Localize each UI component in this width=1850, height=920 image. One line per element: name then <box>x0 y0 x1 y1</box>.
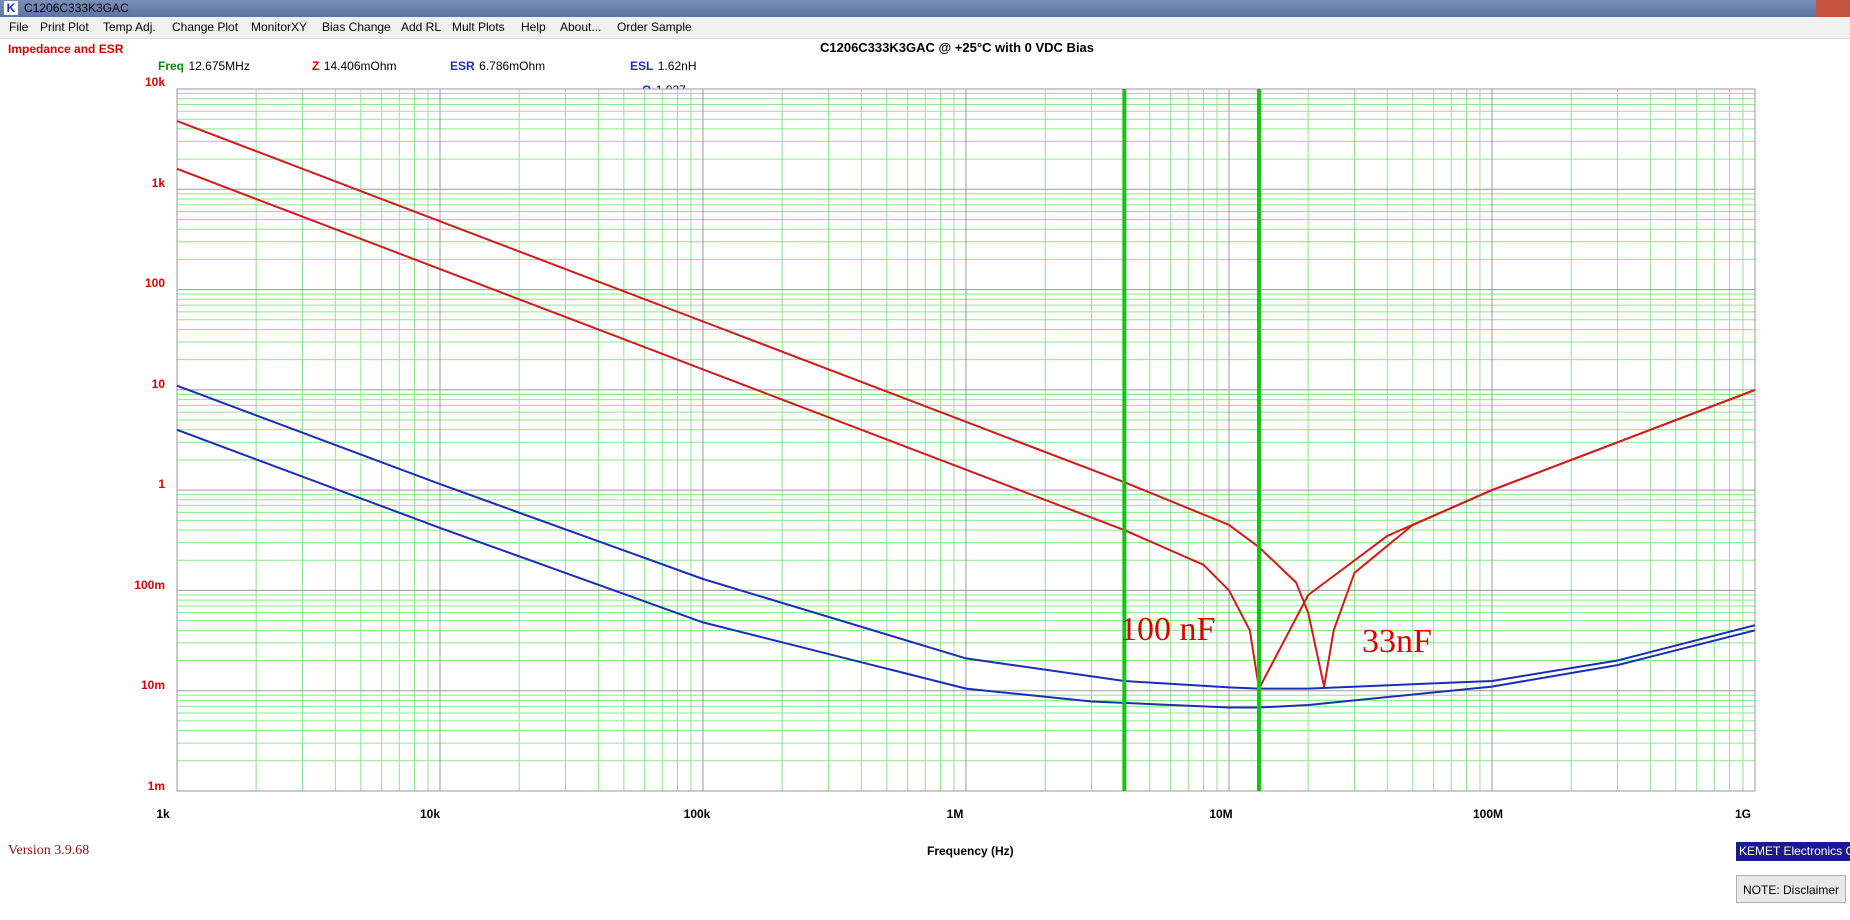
y-tick-label: 100 <box>144 276 165 290</box>
kemet-app-icon: K <box>4 1 18 15</box>
x-axis-title: Frequency (Hz) <box>927 844 1014 858</box>
annotation-100nf: 100 nF <box>1120 611 1216 648</box>
readout-esr: ESR 6.786mOhm <box>450 57 545 75</box>
x-tick-label: 100k <box>683 807 711 821</box>
y-tick-label: 1m <box>147 779 165 793</box>
menu-add-rl[interactable]: Add RL <box>401 20 442 34</box>
readout-z-value: 14.406mOhm <box>323 59 397 73</box>
readout-esl-label: ESL <box>630 59 654 73</box>
menu-about[interactable]: About... <box>560 20 602 34</box>
window-close-button[interactable] <box>1816 0 1850 17</box>
readout-esr-label: ESR <box>450 59 475 73</box>
menu-order-sample[interactable]: Order Sample <box>617 20 692 34</box>
x-tick-label: 1G <box>1734 807 1752 821</box>
y-tick-label: 1k <box>151 176 165 190</box>
version-label: Version 3.9.68 <box>8 843 90 858</box>
window-title: C1206C333K3GAC <box>24 1 129 15</box>
menu-change-plot[interactable]: Change Plot <box>172 20 239 34</box>
menu-help[interactable]: Help <box>521 20 546 34</box>
menu-print-plot[interactable]: Print Plot <box>40 20 89 34</box>
menu-monitor-xy[interactable]: MonitorXY <box>251 20 308 34</box>
menu-bar: File Print Plot Temp Adj. Change Plot Mo… <box>0 17 1850 39</box>
x-tick-label: 10k <box>419 807 441 821</box>
readout-freq-label: Freq <box>158 59 185 73</box>
y-tick-label: 10k <box>144 75 165 89</box>
readout-freq-value: 12.675MHz <box>188 59 250 73</box>
x-tick-label: 10M <box>1209 807 1233 821</box>
menu-mult-plots[interactable]: Mult Plots <box>452 20 505 34</box>
readout-z: Z 14.406mOhm <box>312 57 397 75</box>
impedance-curve-1 <box>176 167 1756 690</box>
window-titlebar: K C1206C333K3GAC <box>0 0 1850 17</box>
plot-mode-label: Impedance and ESR <box>8 42 124 56</box>
y-tick-label: 10 <box>151 377 165 391</box>
kemet-company-banner: KEMET Electronics Corp <box>1736 842 1850 861</box>
y-tick-label: 1 <box>158 477 165 491</box>
impedance-esr-chart <box>176 88 1756 792</box>
readout-esl: ESL 1.62nH <box>630 57 697 75</box>
esr-curve-3 <box>176 428 1756 709</box>
readout-esr-value: 6.786mOhm <box>479 59 546 73</box>
readout-freq: Freq 12.675MHz <box>158 57 250 75</box>
annotation-33nf: 33nF <box>1362 623 1432 660</box>
x-tick-label: 1M <box>946 807 964 821</box>
menu-file[interactable]: File <box>9 20 29 34</box>
x-tick-label: 100M <box>1472 807 1504 821</box>
chart-title: C1206C333K3GAC @ +25°C with 0 VDC Bias <box>820 40 1095 55</box>
impedance-curve-2 <box>176 120 1756 688</box>
readout-z-label: Z <box>312 59 320 73</box>
y-tick-label: 100m <box>134 578 165 592</box>
disclaimer-button[interactable]: NOTE: Disclaimer <box>1736 875 1846 903</box>
y-tick-label: 10m <box>140 678 165 692</box>
esr-curve-4 <box>176 384 1756 690</box>
readout-esl-value: 1.62nH <box>657 59 697 73</box>
menu-temp-adj[interactable]: Temp Adj. <box>103 20 156 34</box>
x-tick-label: 1k <box>156 807 170 821</box>
menu-bias-change[interactable]: Bias Change <box>322 20 391 34</box>
